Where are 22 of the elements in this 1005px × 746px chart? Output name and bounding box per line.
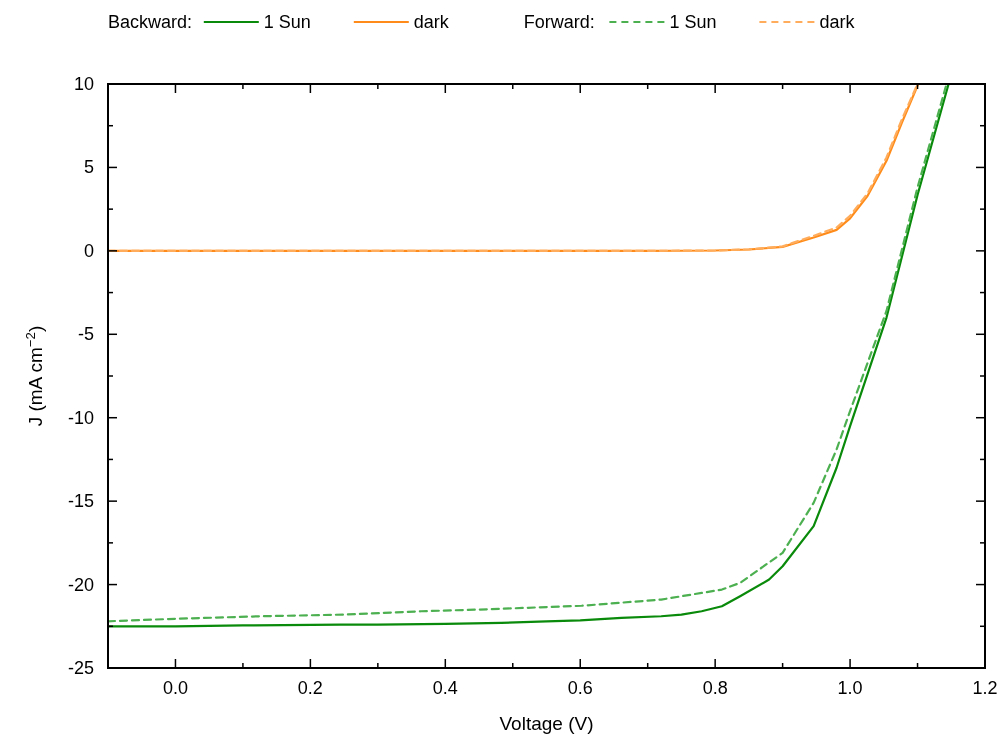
x-tick-label: 0.0 xyxy=(162,678,188,698)
x-tick-label: 0.6 xyxy=(567,678,593,698)
x-tick-label: 1.2 xyxy=(972,678,998,698)
y-tick-label: -25 xyxy=(67,658,94,678)
y-tick-label: -10 xyxy=(67,407,94,428)
legend-label: dark xyxy=(413,12,450,32)
y-tick-label: -5 xyxy=(77,324,94,345)
legend-label: 1 Sun xyxy=(263,12,311,32)
y-tick-label: -20 xyxy=(67,574,94,595)
x-tick-label: 0.4 xyxy=(432,678,458,698)
y-tick-label: 0 xyxy=(83,240,94,261)
x-tick-label: 1.0 xyxy=(837,678,863,698)
x-axis-title: Voltage (V) xyxy=(499,713,594,734)
text: Backward: xyxy=(108,12,193,32)
legend-label: dark xyxy=(819,12,856,32)
legend-label: 1 Sun xyxy=(669,12,717,32)
y-tick-label: 5 xyxy=(83,157,94,178)
text: Forward: xyxy=(523,12,595,32)
y-tick-label: -15 xyxy=(67,491,94,512)
x-tick-label: 0.8 xyxy=(702,678,728,698)
y-tick-label: 10 xyxy=(73,74,94,94)
x-tick-label: 0.2 xyxy=(297,678,323,698)
